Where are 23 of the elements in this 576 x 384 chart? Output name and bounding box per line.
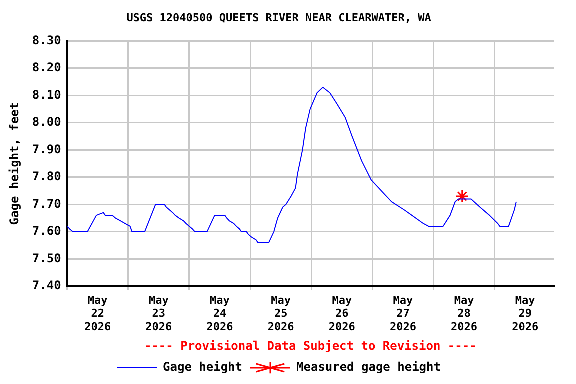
y-tick-label: 7.80: [32, 170, 62, 184]
x-tick-label: May 27 2026: [390, 294, 417, 334]
text: ---- Provisional Data Subject to Revision ----: [144, 339, 477, 354]
y-tick-label: 7.60: [32, 224, 62, 238]
x-tick-label: May 26 2026: [328, 294, 356, 334]
y-tick-label: 7.90: [32, 142, 62, 156]
y-tick-label: 8.10: [32, 88, 62, 102]
y-tick-label: 8.00: [32, 115, 62, 130]
y-tick-label: 7.70: [32, 196, 62, 211]
y-tick-label: 8.20: [32, 60, 62, 75]
y-tick-label: 7.40: [32, 278, 62, 293]
x-tick-label: May 23 2026: [146, 294, 173, 334]
x-tick-label: May 22 2026: [84, 294, 112, 334]
x-tick-label: May 24 2026: [206, 294, 234, 334]
chart-title: USGS 12040500 QUEETS RIVER NEAR CLEARWATER, WA: [126, 11, 432, 24]
legend-label: Measured gage height: [296, 360, 441, 374]
x-tick-label: May 25 2026: [268, 294, 295, 334]
x-tick-label: May 29 2026: [512, 294, 539, 334]
legend-label: Gage height: [163, 360, 243, 374]
y-axis-title: Gage height, feet: [7, 102, 22, 226]
y-tick-label: 8.30: [32, 33, 62, 48]
y-tick-label: 7.50: [32, 251, 62, 266]
x-tick-label: May 28 2026: [451, 294, 478, 334]
